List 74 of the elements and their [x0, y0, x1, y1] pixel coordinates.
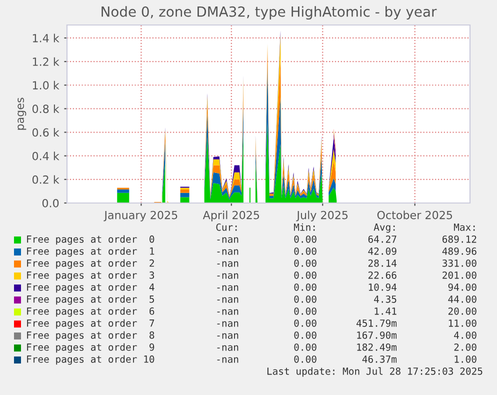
- text: 0.00: [294, 355, 316, 363]
- legend-label: Free pages at order 4: [27, 283, 154, 293]
- text: 11.00: [448, 319, 476, 327]
- text: 2.00: [454, 343, 476, 351]
- legend-label: Free pages at order 9: [27, 343, 154, 353]
- legend-label: Free pages at order 0: [27, 235, 154, 245]
- text: -nan: [217, 273, 238, 279]
- x-tick-label: January 2025: [104, 210, 178, 222]
- chart-title: Node 0, zone DMA32, type HighAtomic - by year: [102, 6, 437, 20]
- legend-label: Free pages at order 5: [27, 295, 154, 305]
- legend-label: Free pages at order 3: [27, 271, 154, 281]
- text: 44.00: [448, 295, 476, 303]
- text: -nan: [217, 285, 238, 291]
- text: 201.00: [442, 271, 476, 279]
- text: -nan: [217, 297, 238, 303]
- y-tick-label: 1.2 k: [32, 57, 60, 66]
- y-tick-label: 0.0: [42, 198, 59, 208]
- x-tick-label: April 2025: [202, 210, 260, 222]
- text: 0.00: [294, 331, 316, 339]
- legend-label: Free pages at order 8: [27, 331, 154, 341]
- text: 64.27: [368, 235, 396, 243]
- text: -nan: [217, 321, 238, 327]
- text: 94.00: [448, 283, 476, 291]
- text: 20.00: [448, 307, 476, 315]
- text: -nan: [217, 237, 238, 243]
- text: 182.49m: [357, 343, 397, 351]
- y-tick-label: 0.2 k: [32, 175, 60, 184]
- y-tick-label: 0.6 k: [32, 128, 60, 137]
- legend-label: Free pages at order 10: [27, 355, 154, 365]
- text: 1.00: [454, 355, 476, 363]
- text: 0.00: [294, 295, 316, 303]
- text: 1.41: [374, 308, 396, 315]
- text: 451.79m: [356, 319, 397, 327]
- y-tick-label: 0.8 k: [32, 104, 60, 114]
- text: Max:: [454, 224, 475, 231]
- x-tick-label: October 2025: [377, 210, 452, 220]
- text: -nan: [217, 261, 238, 267]
- text: 4.00: [454, 331, 476, 339]
- text: Min:: [294, 223, 315, 231]
- text: Avg:: [374, 224, 395, 233]
- text: -nan: [217, 333, 238, 339]
- text: 10.94: [368, 283, 397, 291]
- text: 28.14: [368, 259, 397, 267]
- text: 0.00: [294, 319, 316, 327]
- text: 0.00: [294, 259, 316, 267]
- x-tick-label: July 2025: [296, 210, 348, 222]
- y-axis-title: pages: [18, 98, 26, 130]
- legend-label: Free pages at order 1: [27, 247, 154, 257]
- text: 4.35: [374, 295, 396, 303]
- text: -nan: [217, 357, 238, 363]
- text: Cur:: [216, 223, 237, 231]
- text: 0.00: [294, 235, 316, 243]
- text: 0.00: [294, 271, 316, 279]
- text: 0.00: [294, 307, 316, 315]
- text: 0.00: [294, 247, 316, 255]
- legend-label: Free pages at order 7: [27, 319, 154, 329]
- y-tick-label: 1.0 k: [32, 80, 60, 90]
- text: 331.00: [442, 259, 476, 267]
- text: Last update: Mon Jul 28 17:25:03 2025: [267, 367, 482, 377]
- text: 489.96: [442, 247, 476, 255]
- text: 42.09: [368, 247, 396, 255]
- text: 22.66: [368, 271, 396, 279]
- text: 167.90m: [357, 331, 397, 339]
- text: 689.12: [442, 235, 476, 243]
- y-tick-label: 0.4 k: [32, 152, 60, 160]
- text: -nan: [217, 309, 238, 315]
- text: 46.37m: [362, 355, 397, 363]
- legend-label: Free pages at order 6: [27, 307, 154, 317]
- y-tick-label: 1.4 k: [32, 34, 60, 42]
- text: 0.00: [294, 343, 316, 351]
- text: -nan: [217, 249, 238, 255]
- text: -nan: [217, 345, 238, 351]
- text: 0.00: [294, 283, 316, 291]
- legend-label: Free pages at order 2: [27, 259, 154, 269]
